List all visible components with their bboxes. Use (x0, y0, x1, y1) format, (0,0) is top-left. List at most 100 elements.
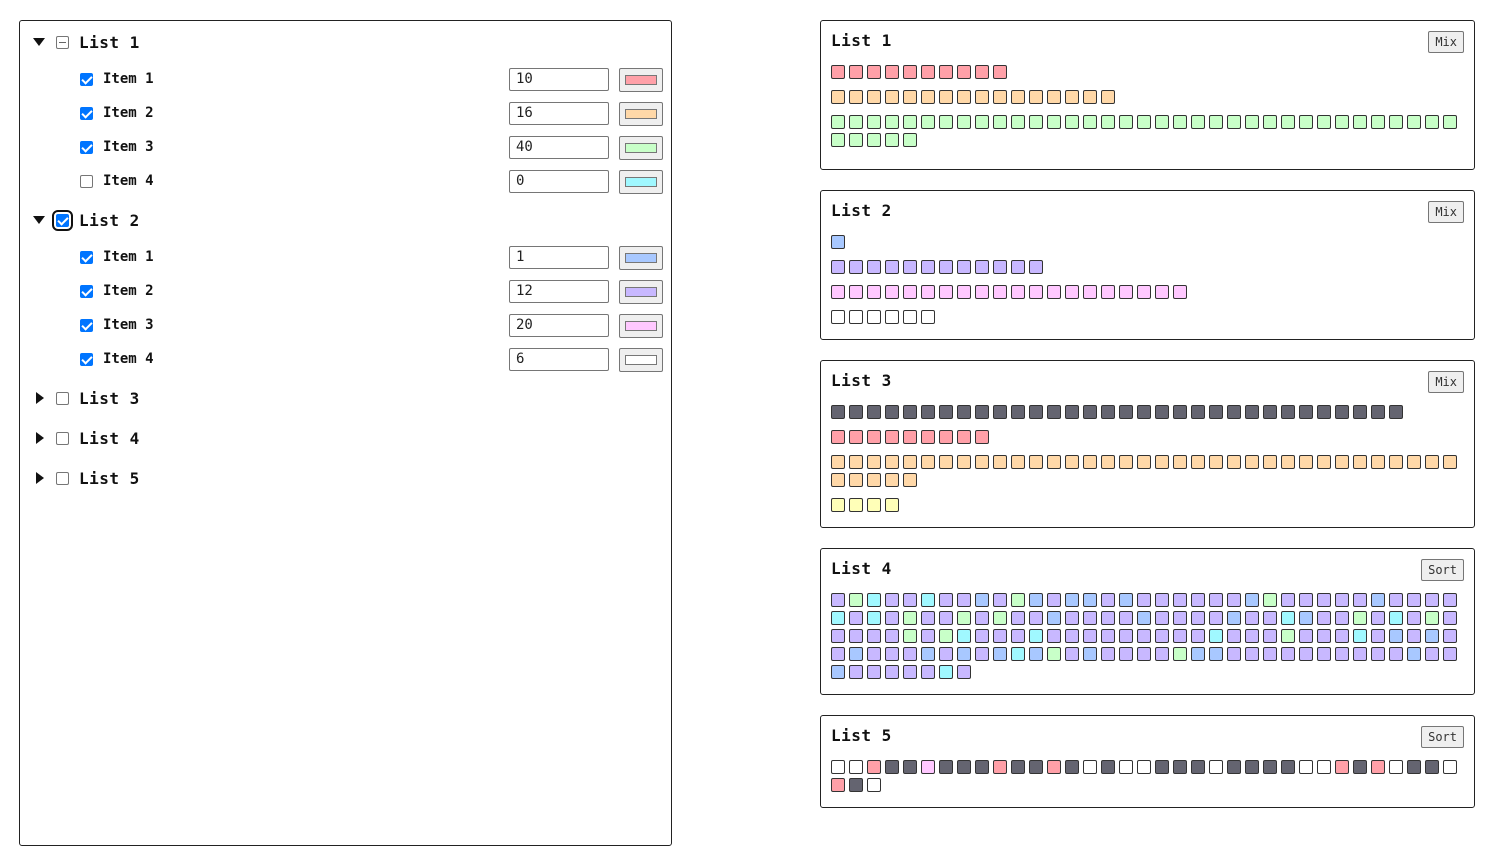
color-cell (903, 310, 917, 324)
item-count-input[interactable]: 0 (509, 170, 609, 193)
color-cell (831, 260, 845, 274)
color-cell (975, 455, 989, 469)
color-cell (867, 455, 881, 469)
color-cell (1425, 629, 1439, 643)
color-cell (1119, 455, 1133, 469)
caret-right-icon[interactable] (32, 431, 46, 445)
color-cell (849, 611, 863, 625)
color-cell (849, 90, 863, 104)
color-cell-row (831, 260, 1463, 274)
item-checkbox[interactable] (80, 72, 93, 86)
caret-right-icon[interactable] (32, 391, 46, 405)
color-cell-row (831, 760, 1463, 792)
color-cell (867, 498, 881, 512)
item-count-input[interactable]: 1 (509, 246, 609, 269)
color-cell (867, 778, 881, 792)
color-cell (867, 65, 881, 79)
list-checkbox[interactable] (56, 471, 69, 485)
item-count-input[interactable]: 12 (509, 280, 609, 303)
list-checkbox[interactable] (56, 35, 69, 49)
color-cell (903, 405, 917, 419)
list-preview-card: List 1 Mix (820, 20, 1475, 170)
mix-button[interactable]: Mix (1428, 371, 1464, 393)
color-cell (975, 593, 989, 607)
mix-button[interactable]: Mix (1428, 201, 1464, 223)
color-cell (1335, 629, 1349, 643)
item-checkbox[interactable] (80, 140, 93, 154)
color-cell (885, 473, 899, 487)
color-cell (1137, 611, 1151, 625)
mix-button[interactable]: Mix (1428, 31, 1464, 53)
list-checkbox[interactable] (56, 431, 69, 445)
color-picker-button[interactable] (619, 246, 663, 270)
item-checkbox[interactable] (80, 352, 93, 366)
color-cell (1245, 115, 1259, 129)
item-count-input[interactable]: 40 (509, 136, 609, 159)
color-cell (1173, 285, 1187, 299)
item-checkbox[interactable] (80, 250, 93, 264)
caret-down-icon[interactable] (32, 213, 46, 227)
sort-button[interactable]: Sort (1421, 559, 1464, 581)
color-cell (831, 405, 845, 419)
caret-down-icon[interactable] (32, 35, 46, 49)
color-picker-button[interactable] (619, 348, 663, 372)
color-cell (885, 285, 899, 299)
caret-right-icon[interactable] (32, 471, 46, 485)
color-cell (1335, 760, 1349, 774)
item-count-input[interactable]: 20 (509, 314, 609, 337)
item-checkbox[interactable] (80, 174, 93, 188)
color-swatch (625, 287, 657, 297)
color-cell (1083, 760, 1097, 774)
color-cell (1065, 90, 1079, 104)
color-cell (921, 760, 935, 774)
item-count-input[interactable]: 10 (509, 68, 609, 91)
color-cell (993, 285, 1007, 299)
item-count-input[interactable]: 6 (509, 348, 609, 371)
color-cell (957, 90, 971, 104)
list-checkbox[interactable] (56, 391, 69, 405)
color-cell (831, 285, 845, 299)
list-preview-card: List 3 Mix (820, 360, 1475, 528)
item-label: Item 4 (103, 351, 154, 367)
color-picker-button[interactable] (619, 136, 663, 160)
list-label: List 5 (79, 468, 140, 488)
list-group-header: List 5 (20, 458, 671, 498)
list-preview-card: List 4 Sort (820, 548, 1475, 695)
item-checkbox[interactable] (80, 284, 93, 298)
color-cell (1119, 611, 1133, 625)
color-cell (957, 260, 971, 274)
color-picker-button[interactable] (619, 68, 663, 92)
color-cell (867, 647, 881, 661)
color-picker-button[interactable] (619, 280, 663, 304)
item-label: Item 1 (103, 71, 154, 87)
color-cell-row (831, 65, 1463, 79)
color-cell (1443, 611, 1457, 625)
color-cell (1209, 593, 1223, 607)
color-cell (885, 405, 899, 419)
item-checkbox[interactable] (80, 106, 93, 120)
color-cell (1119, 647, 1133, 661)
color-cell (1263, 455, 1277, 469)
color-cell (1335, 593, 1349, 607)
color-cell (1317, 629, 1331, 643)
item-checkbox[interactable] (80, 318, 93, 332)
color-cell (975, 260, 989, 274)
color-cell (1443, 455, 1457, 469)
color-cell (903, 260, 917, 274)
color-cell (867, 629, 881, 643)
color-cell (885, 90, 899, 104)
color-cell (867, 285, 881, 299)
color-picker-button[interactable] (619, 170, 663, 194)
list-group-header: List 2 (20, 200, 671, 240)
color-cell (849, 760, 863, 774)
color-cell (939, 760, 953, 774)
color-picker-button[interactable] (619, 314, 663, 338)
list-checkbox[interactable] (52, 209, 73, 231)
color-cell (1155, 405, 1169, 419)
color-cell (1425, 760, 1439, 774)
sort-button[interactable]: Sort (1421, 726, 1464, 748)
item-count-input[interactable]: 16 (509, 102, 609, 125)
color-picker-button[interactable] (619, 102, 663, 126)
color-cell (831, 760, 845, 774)
color-cell (921, 647, 935, 661)
